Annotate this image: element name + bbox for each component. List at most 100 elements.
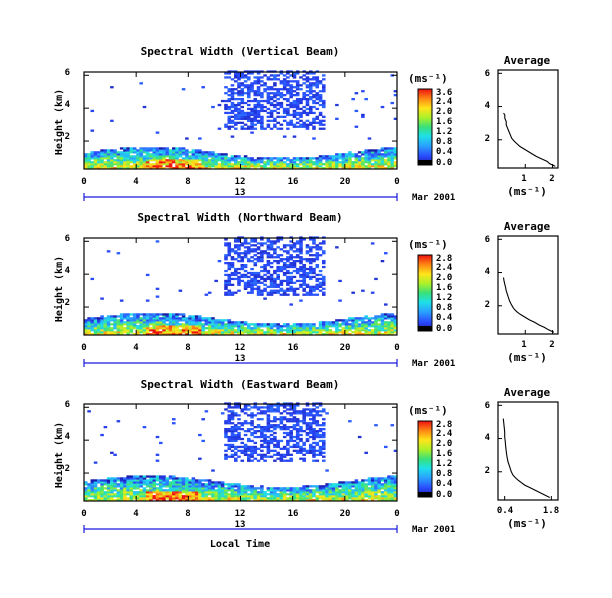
heatmap-cell [302, 121, 306, 124]
heatmap-cell [387, 157, 391, 160]
heatmap-cell [266, 331, 271, 334]
heatmap-cell [247, 331, 251, 334]
heatmap-cell [315, 98, 320, 101]
heatmap-cell [312, 435, 316, 439]
heatmap-cell [318, 325, 323, 328]
heatmap-cell [302, 459, 306, 462]
heatmap-cell [266, 455, 271, 458]
heatmap-cell [364, 325, 368, 328]
heatmap-cell [318, 445, 323, 449]
heatmap-cell [315, 489, 320, 492]
heatmap-cell [204, 333, 209, 336]
heatmap-cell [312, 325, 316, 328]
heatmap-cell [181, 163, 186, 166]
heatmap-cell [269, 256, 274, 259]
heatmap-cell [230, 439, 235, 443]
heatmap-cell [217, 163, 222, 166]
heatmap-cell [292, 439, 297, 443]
heatmap-cell [331, 165, 336, 168]
heatmap-cell [286, 258, 290, 261]
heatmap-cell [175, 313, 179, 316]
heatmap-cell [309, 159, 313, 162]
heatmap-cell [250, 420, 254, 423]
heatmap-cell [214, 483, 218, 486]
heatmap-cell [240, 424, 245, 427]
heatmap-cell [390, 325, 395, 328]
heatmap-cell [341, 497, 346, 500]
heatmap-cell [312, 246, 316, 249]
heatmap-cell [250, 111, 254, 115]
heatmap-cell [126, 475, 130, 478]
heatmap-cell [273, 445, 277, 449]
heatmap-cell [100, 489, 104, 492]
heatmap-cell [162, 321, 166, 324]
heatmap-cell [247, 408, 251, 411]
heatmap-cell [119, 151, 124, 154]
heatmap-cell [289, 412, 293, 415]
heatmap-cell [328, 161, 333, 164]
heatmap-cell [237, 244, 241, 247]
average-profile-line [502, 418, 550, 498]
heatmap-cell [276, 329, 280, 332]
heatmap-cell [260, 159, 264, 162]
heatmap-cell [305, 157, 310, 160]
heatmap-cell [393, 157, 398, 160]
heatmap-cell [211, 163, 215, 166]
heatmap-cell [309, 260, 313, 263]
heatmap-cell [315, 84, 320, 87]
heatmap-cell [263, 165, 267, 168]
heatmap-cell [220, 495, 225, 498]
heatmap-cell [149, 497, 153, 500]
heatmap-cell [341, 329, 346, 332]
heatmap-cell [292, 264, 297, 267]
heatmap-cell [260, 333, 264, 336]
heatmap-cell [194, 331, 199, 334]
heatmap-cell [168, 499, 173, 502]
heatmap-cell [149, 479, 153, 482]
heatmap-cell [341, 327, 346, 330]
heatmap-cell [344, 495, 349, 498]
heatmap-cell [224, 433, 228, 437]
heatmap-cell [139, 153, 143, 156]
heatmap-cell [230, 256, 235, 259]
heatmap-cell [256, 453, 261, 456]
heatmap-cell [227, 483, 232, 486]
heatmap-cell [224, 443, 228, 447]
heatmap-cell [185, 157, 189, 160]
heatmap-cell [234, 499, 238, 502]
heatmap-cell [269, 495, 274, 498]
heatmap-cell [315, 246, 320, 249]
heatmap-cell [309, 107, 313, 111]
heatmap-cell [230, 125, 235, 128]
heatmap-cell [106, 489, 111, 492]
heatmap-cell [374, 159, 378, 162]
heatmap-cell [367, 487, 372, 490]
heatmap-cell [93, 165, 98, 168]
heatmap-cell [256, 109, 261, 113]
heatmap-cell [106, 159, 111, 162]
heatmap-cell [357, 161, 362, 164]
heatmap-cell [162, 499, 166, 502]
heatmap-cell [123, 479, 127, 482]
heatmap-cell [224, 256, 228, 259]
heatmap-cell [357, 483, 362, 486]
heatmap-cell [302, 94, 306, 97]
heatmap-cell [276, 410, 280, 413]
heatmap-cell [266, 125, 271, 128]
heatmap-cell [364, 159, 368, 162]
heatmap-cell [243, 321, 248, 324]
heatmap-cell [295, 499, 300, 502]
heatmap-cell [286, 499, 290, 502]
heatmap-cell [191, 151, 196, 154]
heatmap-cell [227, 99, 232, 103]
heatmap-cell [247, 252, 251, 255]
heatmap-cell [286, 323, 290, 326]
heatmap-cell [217, 491, 222, 494]
heatmap-cell [155, 151, 160, 154]
axis-ticks [83, 72, 398, 169]
heatmap-cell [286, 325, 290, 328]
heatmap-cell [145, 167, 150, 170]
heatmap-cell [263, 163, 267, 166]
heatmap-cell [266, 167, 271, 170]
heatmap-cell [299, 333, 303, 336]
